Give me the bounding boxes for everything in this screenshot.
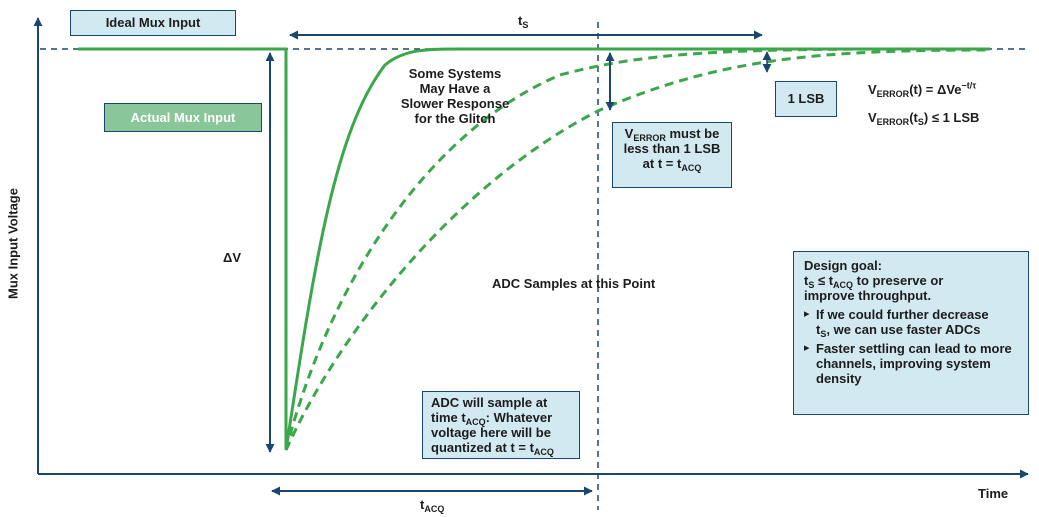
actual-response-curve xyxy=(78,47,990,451)
design-goal-box: Design goal: tS ≤ tACQ to preserve or im… xyxy=(793,251,1029,415)
slow-response-curve-2 xyxy=(284,48,991,451)
x-axis-label: Time xyxy=(978,486,1009,501)
slower-response-note: Some Systems May Have a Slower Response … xyxy=(400,66,510,126)
delta-v-label: ΔV xyxy=(223,250,242,265)
verror-equation: VERROR(t) = ΔVe−t/τ xyxy=(868,80,977,99)
design-bullet-2: Faster settling can lead to more channel… xyxy=(804,341,1022,386)
ideal-mux-input-legend: Ideal Mux Input xyxy=(70,10,236,36)
adc-samples-label: ADC Samples at this Point xyxy=(492,276,656,291)
verror-ts-equation: VERROR(tS) ≤ 1 LSB xyxy=(868,110,980,127)
tacq-label: tACQ xyxy=(420,497,445,514)
ts-label: tS xyxy=(518,13,529,30)
actual-mux-input-legend: Actual Mux Input xyxy=(104,103,262,132)
verror-note-box: VERROR must be less than 1 LSB at t = tA… xyxy=(612,122,732,188)
design-goal-title: Design goal: xyxy=(804,258,883,273)
y-axis-label: Mux Input Voltage xyxy=(5,188,21,299)
slow-response-curve-1 xyxy=(284,47,991,451)
adc-sample-note-box: ADC will sample at time tACQ: Whatever v… xyxy=(422,391,580,459)
lsb-box: 1 LSB xyxy=(775,81,837,117)
